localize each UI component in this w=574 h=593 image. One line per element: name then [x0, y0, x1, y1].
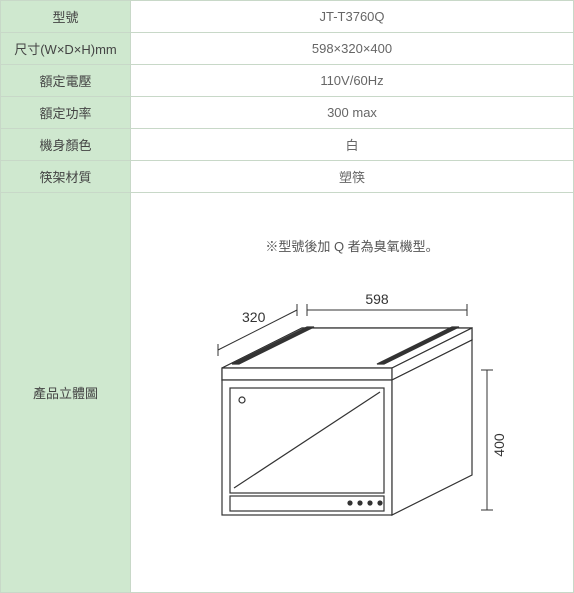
dim-depth: 320 [242, 309, 266, 325]
row-label-voltage: 額定電壓 [1, 65, 131, 97]
row-value-color: 白 [131, 129, 574, 161]
row-label-material: 筷架材質 [1, 161, 131, 193]
row-value-model: JT-T3760Q [131, 1, 574, 33]
row-value-voltage: 110V/60Hz [131, 65, 574, 97]
row-label-model: 型號 [1, 1, 131, 33]
product-diagram: 320 598 400 [182, 280, 522, 550]
row-label-size: 尺寸(W×D×H)mm [1, 33, 131, 65]
dim-width: 598 [365, 291, 389, 307]
spec-table: 型號 JT-T3760Q 尺寸(W×D×H)mm 598×320×400 額定電… [0, 0, 574, 593]
row-label-color: 機身顏色 [1, 129, 131, 161]
diagram-wrap: 320 598 400 [141, 280, 563, 550]
row-label-power: 額定功率 [1, 97, 131, 129]
row-value-material: 塑筷 [131, 161, 574, 193]
dim-height: 400 [491, 433, 507, 457]
row-label-diagram: 產品立體圖 [1, 193, 131, 593]
diagram-cell: ※型號後加 Q 者為臭氧機型。 [131, 193, 574, 593]
row-value-power: 300 max [131, 97, 574, 129]
diagram-note: ※型號後加 Q 者為臭氧機型。 [141, 236, 563, 255]
row-value-size: 598×320×400 [131, 33, 574, 65]
